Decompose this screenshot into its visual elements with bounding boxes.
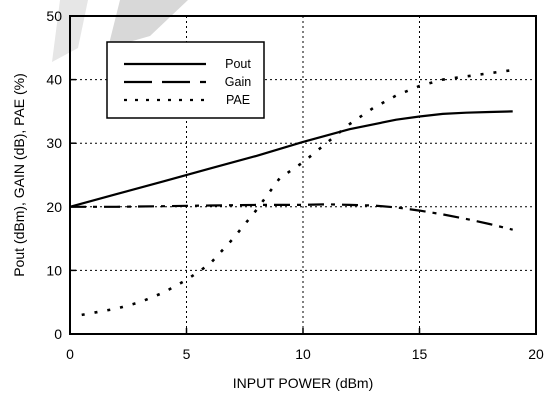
- y-tick-label: 40: [46, 72, 62, 88]
- axis-ticks: 0 5 10 15 20 0 10 20 30 40 50: [46, 8, 544, 362]
- legend-label-gain: Gain: [225, 75, 251, 89]
- y-tick-label: 50: [46, 8, 62, 24]
- grid-lines: [70, 16, 536, 334]
- x-tick-label: 15: [412, 346, 428, 362]
- x-tick-label: 5: [183, 346, 191, 362]
- x-tick-label: 0: [66, 346, 74, 362]
- watermark-stripe-2: [108, 0, 188, 48]
- series-line-pout: [69, 110, 513, 208]
- y-tick-label: 20: [46, 199, 62, 215]
- legend: Pout Gain PAE: [106, 41, 265, 119]
- x-tick-label: 10: [295, 346, 311, 362]
- y-axis-label: Pout (dBm), GAIN (dB), PAE (%): [11, 73, 27, 277]
- y-tick-label: 0: [54, 326, 62, 342]
- series-line-pae: [81, 68, 513, 317]
- x-axis-label: INPUT POWER (dBm): [233, 375, 374, 391]
- y-tick-label: 30: [46, 135, 62, 151]
- legend-label-pae: PAE: [226, 93, 250, 107]
- legend-box: [106, 41, 265, 119]
- y-tick-label: 10: [46, 262, 62, 278]
- legend-label-pout: Pout: [225, 57, 251, 71]
- x-tick-label: 20: [528, 346, 544, 362]
- series-lines: [69, 68, 513, 317]
- series-line-gain: [70, 203, 513, 231]
